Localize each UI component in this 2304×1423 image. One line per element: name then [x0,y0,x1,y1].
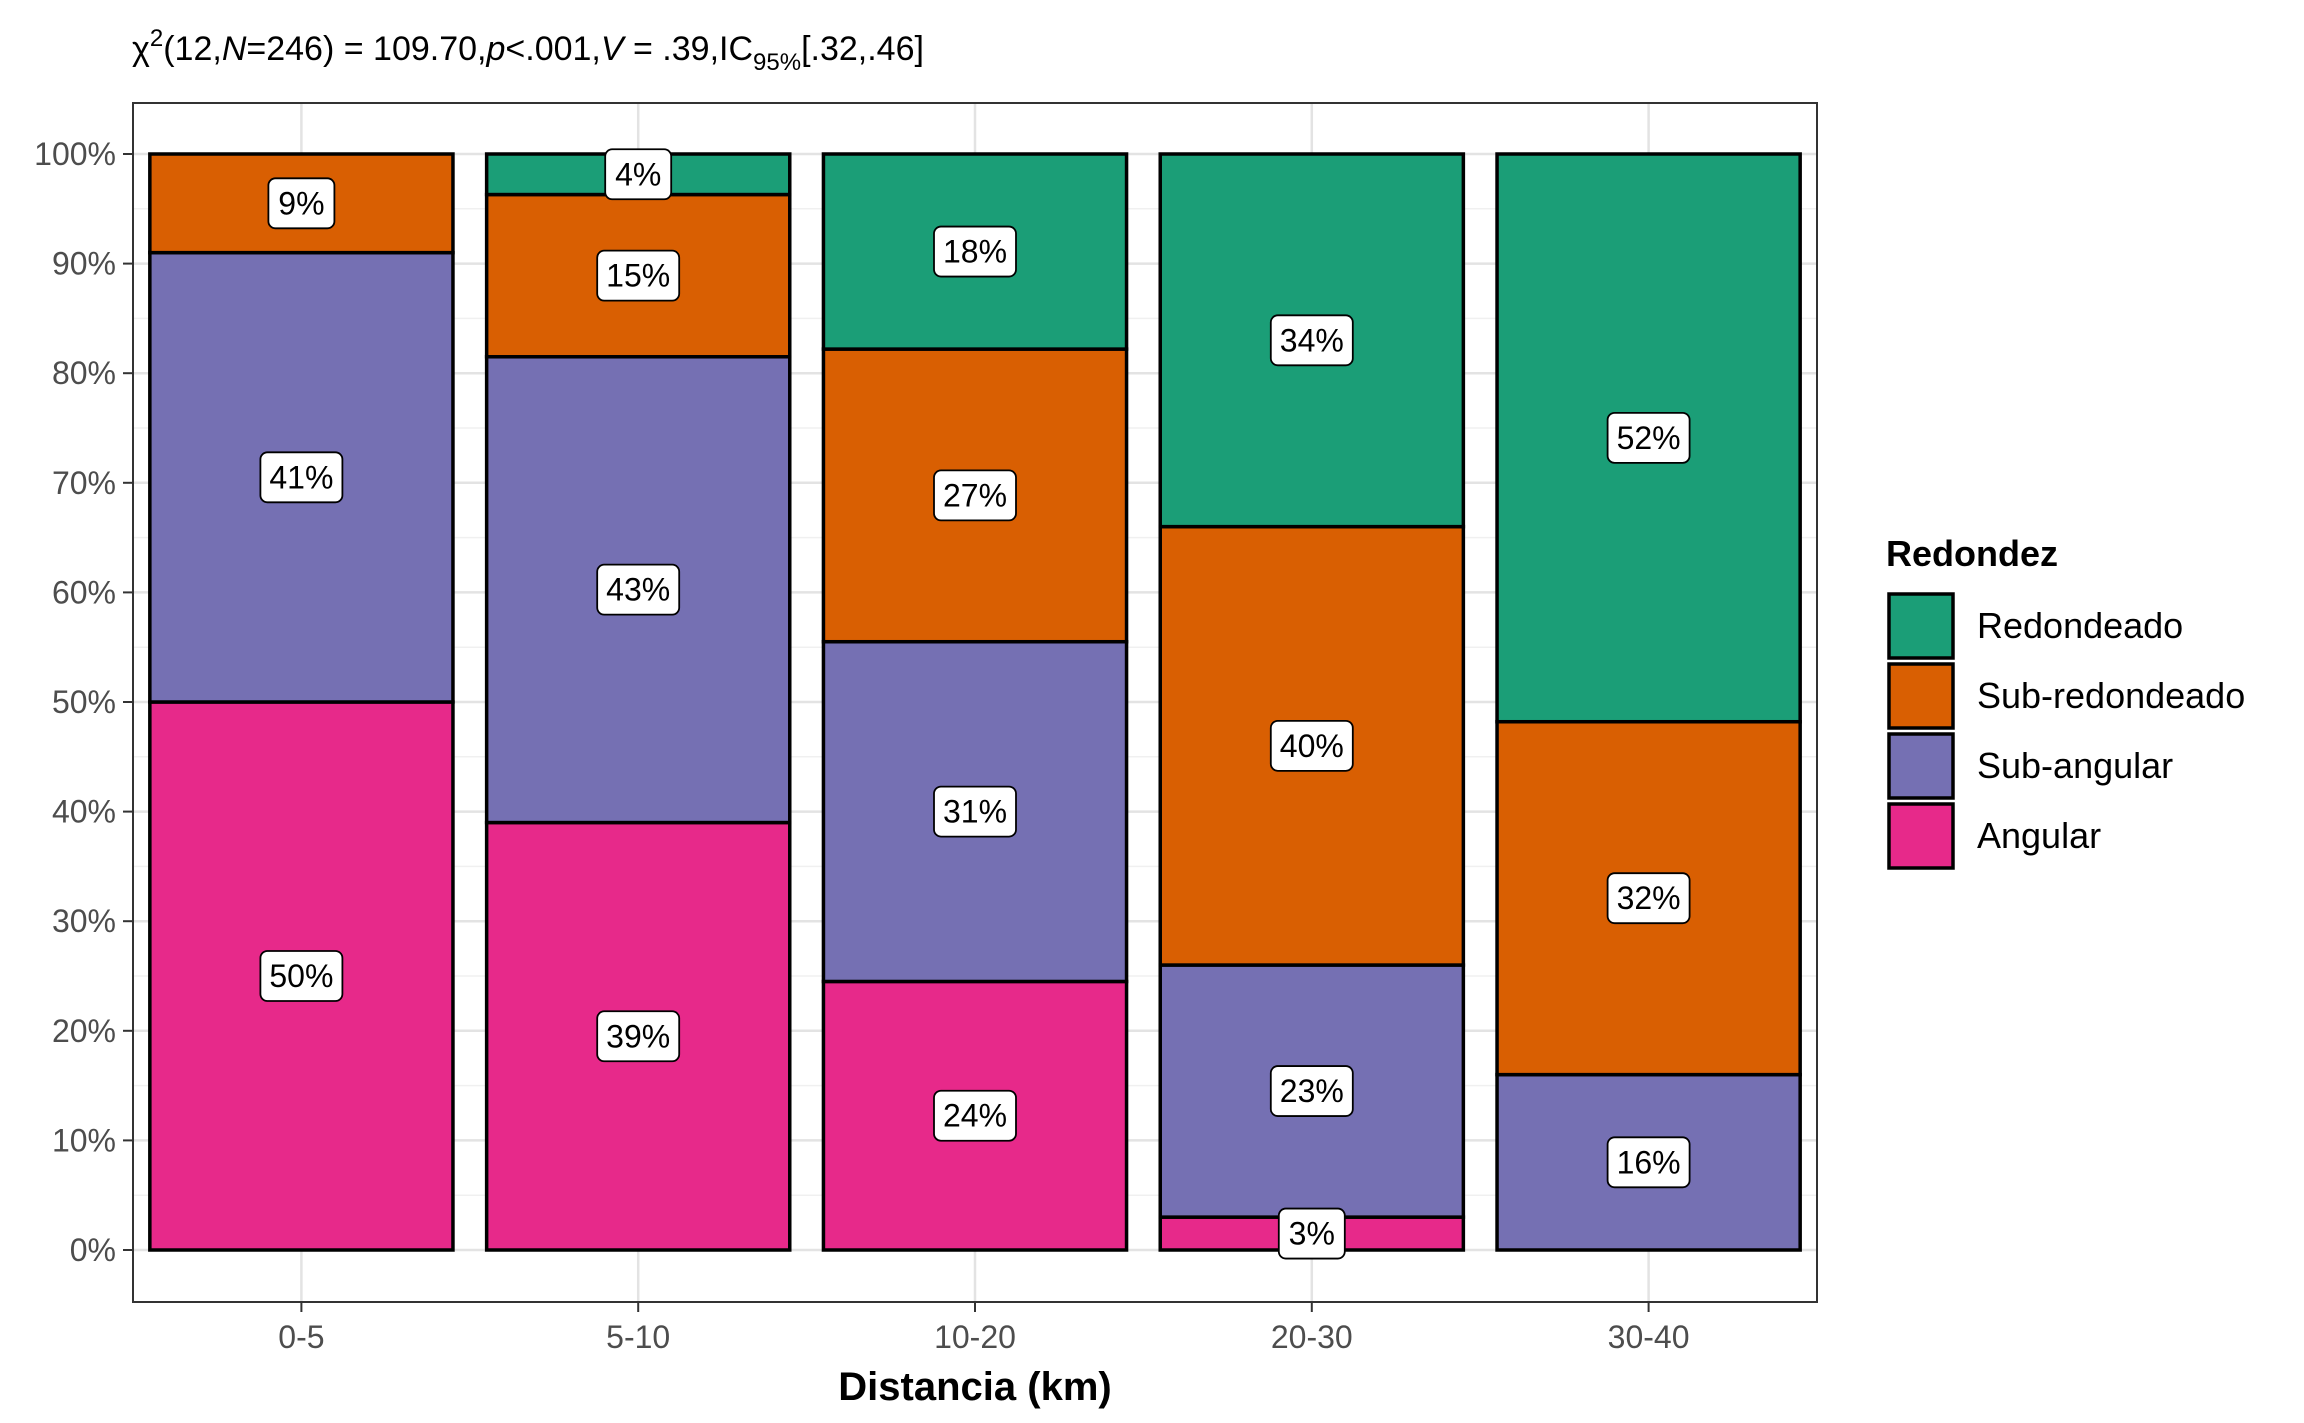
y-tick-label: 0% [70,1232,116,1268]
data-label-box [596,249,681,302]
y-tick-label: 60% [52,574,116,610]
data-label: 15% [606,258,670,294]
data-label: 34% [1280,322,1344,358]
y-tick-label: 100% [34,136,116,172]
x-tick-label: 30-40 [1608,1319,1690,1355]
data-label: 52% [1617,420,1681,456]
data-label: 27% [943,477,1007,513]
y-tick-label: 90% [52,246,116,282]
data-label: 43% [606,572,670,608]
y-tick-label: 70% [52,465,116,501]
data-label: 18% [943,234,1007,270]
subtitle-ci-value: [.32,.46] [801,30,924,68]
x-tick-label: 0-5 [278,1319,324,1355]
data-label: 32% [1617,880,1681,916]
data-label-box [596,563,681,616]
data-label-box [933,469,1017,522]
subtitle-p-value: <.001, [505,30,600,68]
plot-area: 50% 41% 9% 39% 43% 15% 4% 24% 31% 27% 18% 3% 23% 40% 3… [34,102,1818,1409]
bar-segment [1158,963,1466,1219]
subtitle-df: (12, [163,30,222,68]
data-label: 31% [943,794,1007,830]
data-label-box [604,148,673,201]
x-tick-label: 5-10 [606,1319,670,1355]
data-label-box [1606,411,1691,464]
data-label: 16% [1617,1144,1681,1180]
legend-label: Sub-angular [1977,745,2173,786]
data-label-box [1277,1207,1346,1260]
legend-label: Angular [1977,815,2101,856]
data-label: 40% [1280,728,1344,764]
x-tick-label: 10-20 [934,1319,1016,1355]
data-label: 24% [943,1098,1007,1134]
subtitle-chi-sq: 2 [150,25,163,52]
data-label-box [933,1089,1017,1142]
y-tick-label: 20% [52,1013,116,1049]
data-label-box [933,785,1017,838]
subtitle-ci-sub: 95% [753,49,801,76]
data-label-box [267,177,336,230]
data-label-box [1606,872,1691,925]
subtitle-n-symbol: N [222,30,247,68]
data-label-box [259,950,344,1002]
y-tick-label: 80% [52,355,116,391]
subtitle-v-symbol: V [601,30,627,68]
y-tick-label: 10% [52,1122,116,1158]
data-label: 9% [278,185,324,221]
y-tick-label: 30% [52,903,116,939]
data-label-box [933,225,1017,278]
legend-key [1887,732,1955,800]
data-label-box [1606,1136,1691,1189]
y-tick-label: 40% [52,794,116,830]
legend-key [1887,662,1955,730]
subtitle-chi: χ [132,30,150,68]
data-label: 41% [269,459,333,495]
legend: Redondez Redondeado Sub-redondeado Sub-angu… [1886,533,2245,870]
data-label: 4% [615,156,661,192]
legend-label: Sub-redondeado [1977,675,2245,716]
data-label: 3% [1289,1216,1335,1252]
data-label-box [1269,719,1354,772]
legend-label: Redondeado [1977,605,2183,646]
data-label-box [259,451,344,504]
data-label-box [1269,1065,1354,1117]
legend-key [1887,592,1955,660]
data-label-box [596,1010,681,1063]
data-label: 39% [606,1018,670,1054]
data-label: 50% [269,958,333,994]
subtitle-v-value: = .39,IC [624,30,753,68]
subtitle-p-symbol: p [485,30,505,68]
x-axis-title: Distancia (km) [838,1365,1111,1409]
chart-subtitle: χ2(12,N=246) = 109.70,p<.001,V = .39,IC9… [132,25,924,76]
subtitle-n-value: =246) = 109.70, [246,30,486,68]
legend-key [1887,802,1955,870]
data-label-box [1269,314,1354,367]
x-tick-label: 20-30 [1271,1319,1353,1355]
legend-title: Redondez [1886,533,2058,574]
y-tick-label: 50% [52,684,116,720]
data-label: 23% [1280,1073,1344,1109]
